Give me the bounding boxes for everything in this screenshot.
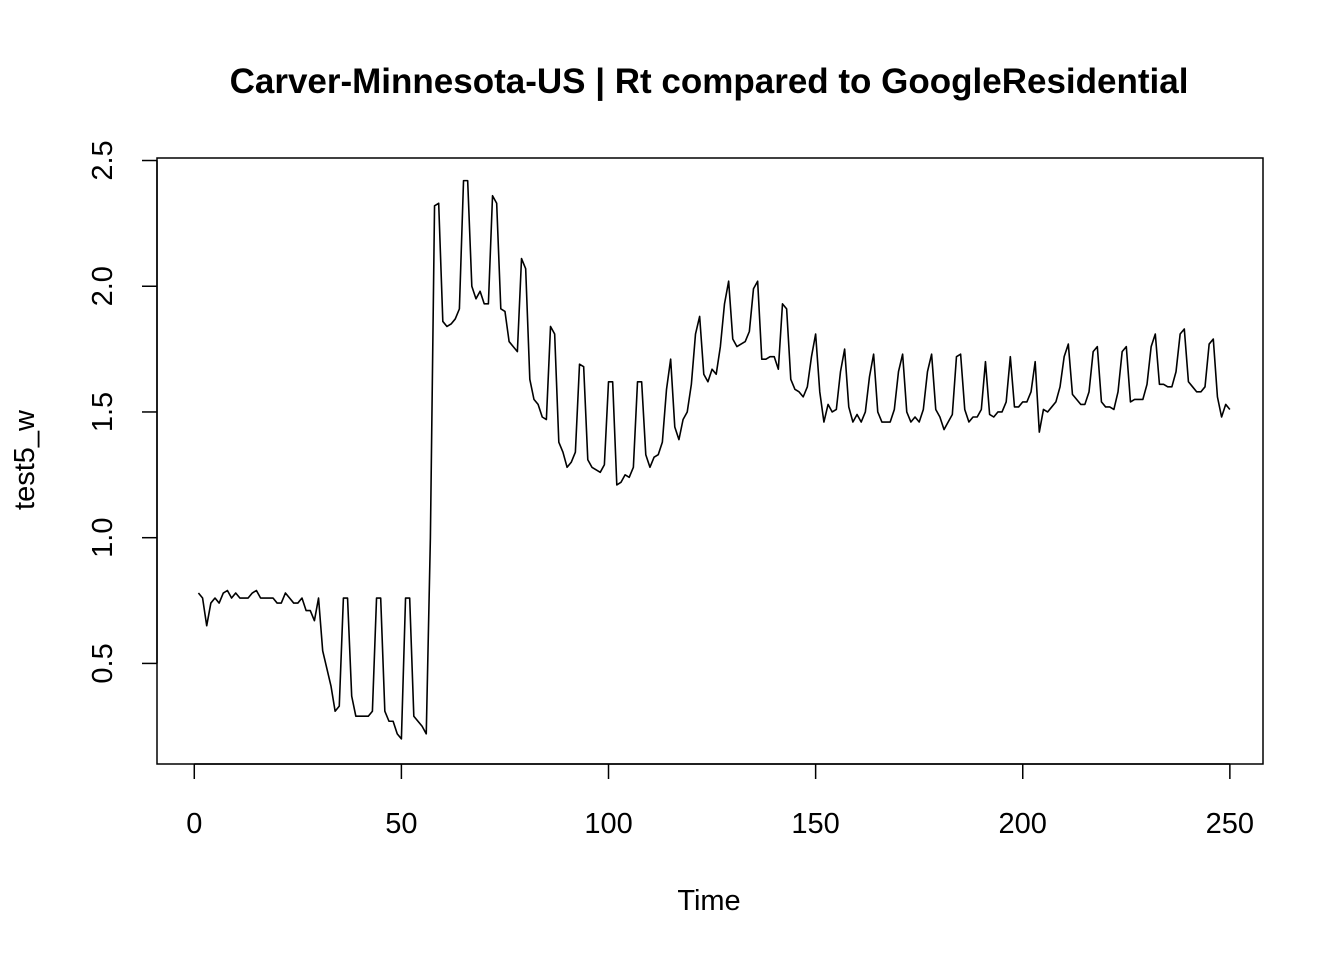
series-line: [197, 179, 1231, 740]
x-tick-label: 250: [1206, 808, 1254, 840]
x-tick-label: 50: [385, 808, 417, 840]
y-tick-label: 2.5: [87, 140, 119, 180]
x-tick-label: 150: [791, 808, 839, 840]
y-axis: 0.5 1.0 1.5 2.0 2.5: [87, 140, 158, 684]
plot-frame: [156, 157, 1264, 765]
y-axis-label: test5_w: [9, 409, 41, 510]
x-tick-label: 100: [584, 808, 632, 840]
x-axis-label: Time: [677, 885, 740, 917]
y-tick-label: 2.0: [87, 266, 119, 306]
y-tick-label: 0.5: [87, 643, 119, 683]
y-tick-label: 1.5: [87, 392, 119, 432]
x-axis: 0 50 100 150 200 250: [186, 763, 1254, 840]
x-tick-label: 200: [999, 808, 1047, 840]
x-tick-label: 0: [186, 808, 202, 840]
y-tick-label: 1.0: [87, 518, 119, 558]
chart-title: Carver-Minnesota-US | Rt compared to Goo…: [230, 62, 1189, 101]
